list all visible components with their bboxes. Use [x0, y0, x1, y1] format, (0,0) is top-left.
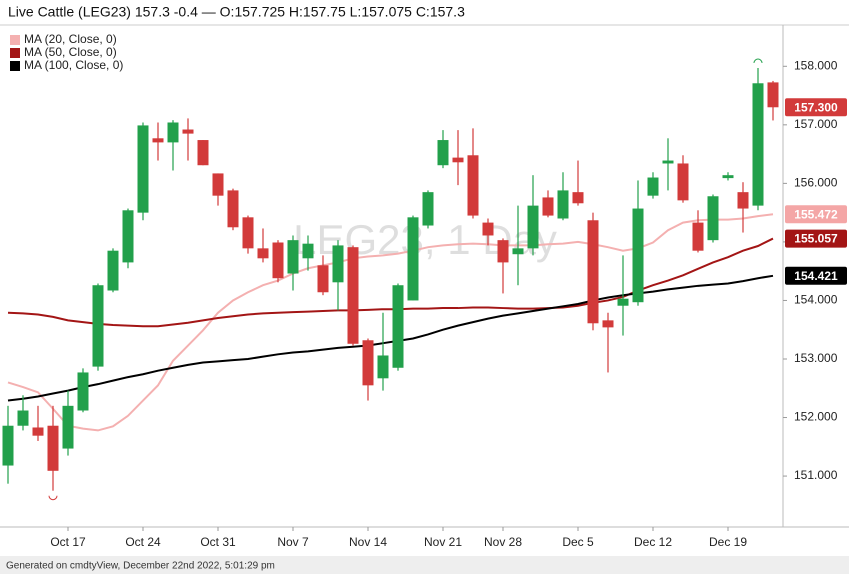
ma-line: [7, 213, 774, 432]
candle-body: [92, 285, 104, 367]
candle-body: [557, 190, 569, 219]
candle-body: [677, 163, 689, 201]
candle-body: [722, 175, 734, 179]
candle-body: [362, 340, 374, 386]
candle-body: [107, 250, 119, 291]
candle-body: [482, 222, 494, 236]
candle-body: [17, 410, 29, 426]
candle-body: [572, 192, 584, 204]
candle-body: [122, 210, 134, 263]
candle-body: [212, 173, 224, 196]
candle-body: [662, 160, 674, 164]
candle-body: [527, 205, 539, 249]
footer-bar: [0, 556, 849, 574]
candle-body: [737, 192, 749, 209]
y-tick-label: 158.000: [794, 58, 838, 72]
footer-text: Generated on cmdtyView, December 22nd 20…: [6, 561, 275, 572]
x-tick-label: Oct 31: [200, 535, 236, 549]
price-tag-label: 154.421: [794, 269, 838, 283]
candle-body: [197, 140, 209, 166]
candle-body: [632, 208, 644, 303]
candle-body: [257, 248, 269, 259]
candle-body: [137, 125, 149, 213]
candle-body: [152, 138, 164, 143]
chart-title: Live Cattle (LEG23) 157.3 -0.4 — O:157.7…: [8, 4, 465, 20]
legend-swatch: [10, 35, 20, 45]
candle-body: [767, 82, 779, 108]
y-tick-label: 154.000: [794, 293, 838, 307]
candle-body: [752, 83, 764, 206]
y-tick-label: 151.000: [794, 468, 838, 482]
x-tick-label: Nov 7: [277, 535, 309, 549]
x-tick-label: Dec 12: [634, 535, 672, 549]
candle-body: [272, 242, 284, 279]
legend-label: MA (100, Close, 0): [24, 58, 123, 72]
candle-body: [707, 196, 719, 241]
price-tag: [785, 205, 847, 224]
candle-body: [692, 222, 704, 251]
candle-body: [542, 197, 554, 216]
candle-body: [62, 405, 74, 449]
legend-label: MA (50, Close, 0): [24, 45, 117, 59]
ma-line: [7, 274, 774, 402]
legend-label: MA (20, Close, 0): [24, 32, 117, 46]
price-tag: [785, 266, 847, 285]
candle-body: [317, 265, 329, 293]
candle-body: [407, 217, 419, 301]
candle-body: [452, 157, 464, 163]
legend-swatch: [10, 48, 20, 58]
low-marker: [48, 495, 58, 501]
candle-body: [497, 240, 509, 263]
y-tick-label: 157.000: [794, 117, 838, 131]
y-tick-label: 152.000: [794, 410, 838, 424]
x-tick-label: Nov 14: [349, 535, 387, 549]
candle-body: [422, 192, 434, 226]
candle-body: [602, 320, 614, 328]
candle-body: [242, 217, 254, 249]
price-tag: [785, 229, 847, 248]
candle-body: [2, 425, 14, 466]
candle-body: [467, 155, 479, 216]
price-tag: [785, 98, 847, 117]
price-tag-label: 155.057: [794, 232, 838, 246]
candle-body: [302, 243, 314, 259]
candle-body: [47, 425, 59, 471]
candle-body: [617, 298, 629, 306]
candle-body: [32, 427, 44, 436]
candle-body: [587, 220, 599, 324]
candle-body: [347, 247, 359, 344]
candle-body: [227, 190, 239, 228]
x-tick-label: Oct 24: [125, 535, 161, 549]
candle-body: [182, 129, 194, 134]
candle-body: [287, 240, 299, 274]
x-tick-label: Oct 17: [50, 535, 86, 549]
candle-body: [332, 245, 344, 283]
ma-line: [7, 237, 774, 328]
price-tag-label: 157.300: [794, 100, 838, 114]
candle-body: [377, 355, 389, 379]
candle-body: [77, 372, 89, 411]
y-tick-label: 153.000: [794, 351, 838, 365]
high-marker: [753, 58, 763, 64]
x-tick-label: Nov 21: [424, 535, 462, 549]
x-tick-label: Dec 5: [562, 535, 594, 549]
x-tick-label: Dec 19: [709, 535, 747, 549]
candle-body: [167, 122, 179, 143]
candle-body: [647, 177, 659, 196]
candle-body: [437, 140, 449, 166]
candle-body: [392, 285, 404, 368]
y-tick-label: 156.000: [794, 176, 838, 190]
price-tag-label: 155.472: [794, 207, 838, 221]
x-tick-label: Nov 28: [484, 535, 522, 549]
legend-swatch: [10, 61, 20, 71]
candle-body: [512, 248, 524, 255]
